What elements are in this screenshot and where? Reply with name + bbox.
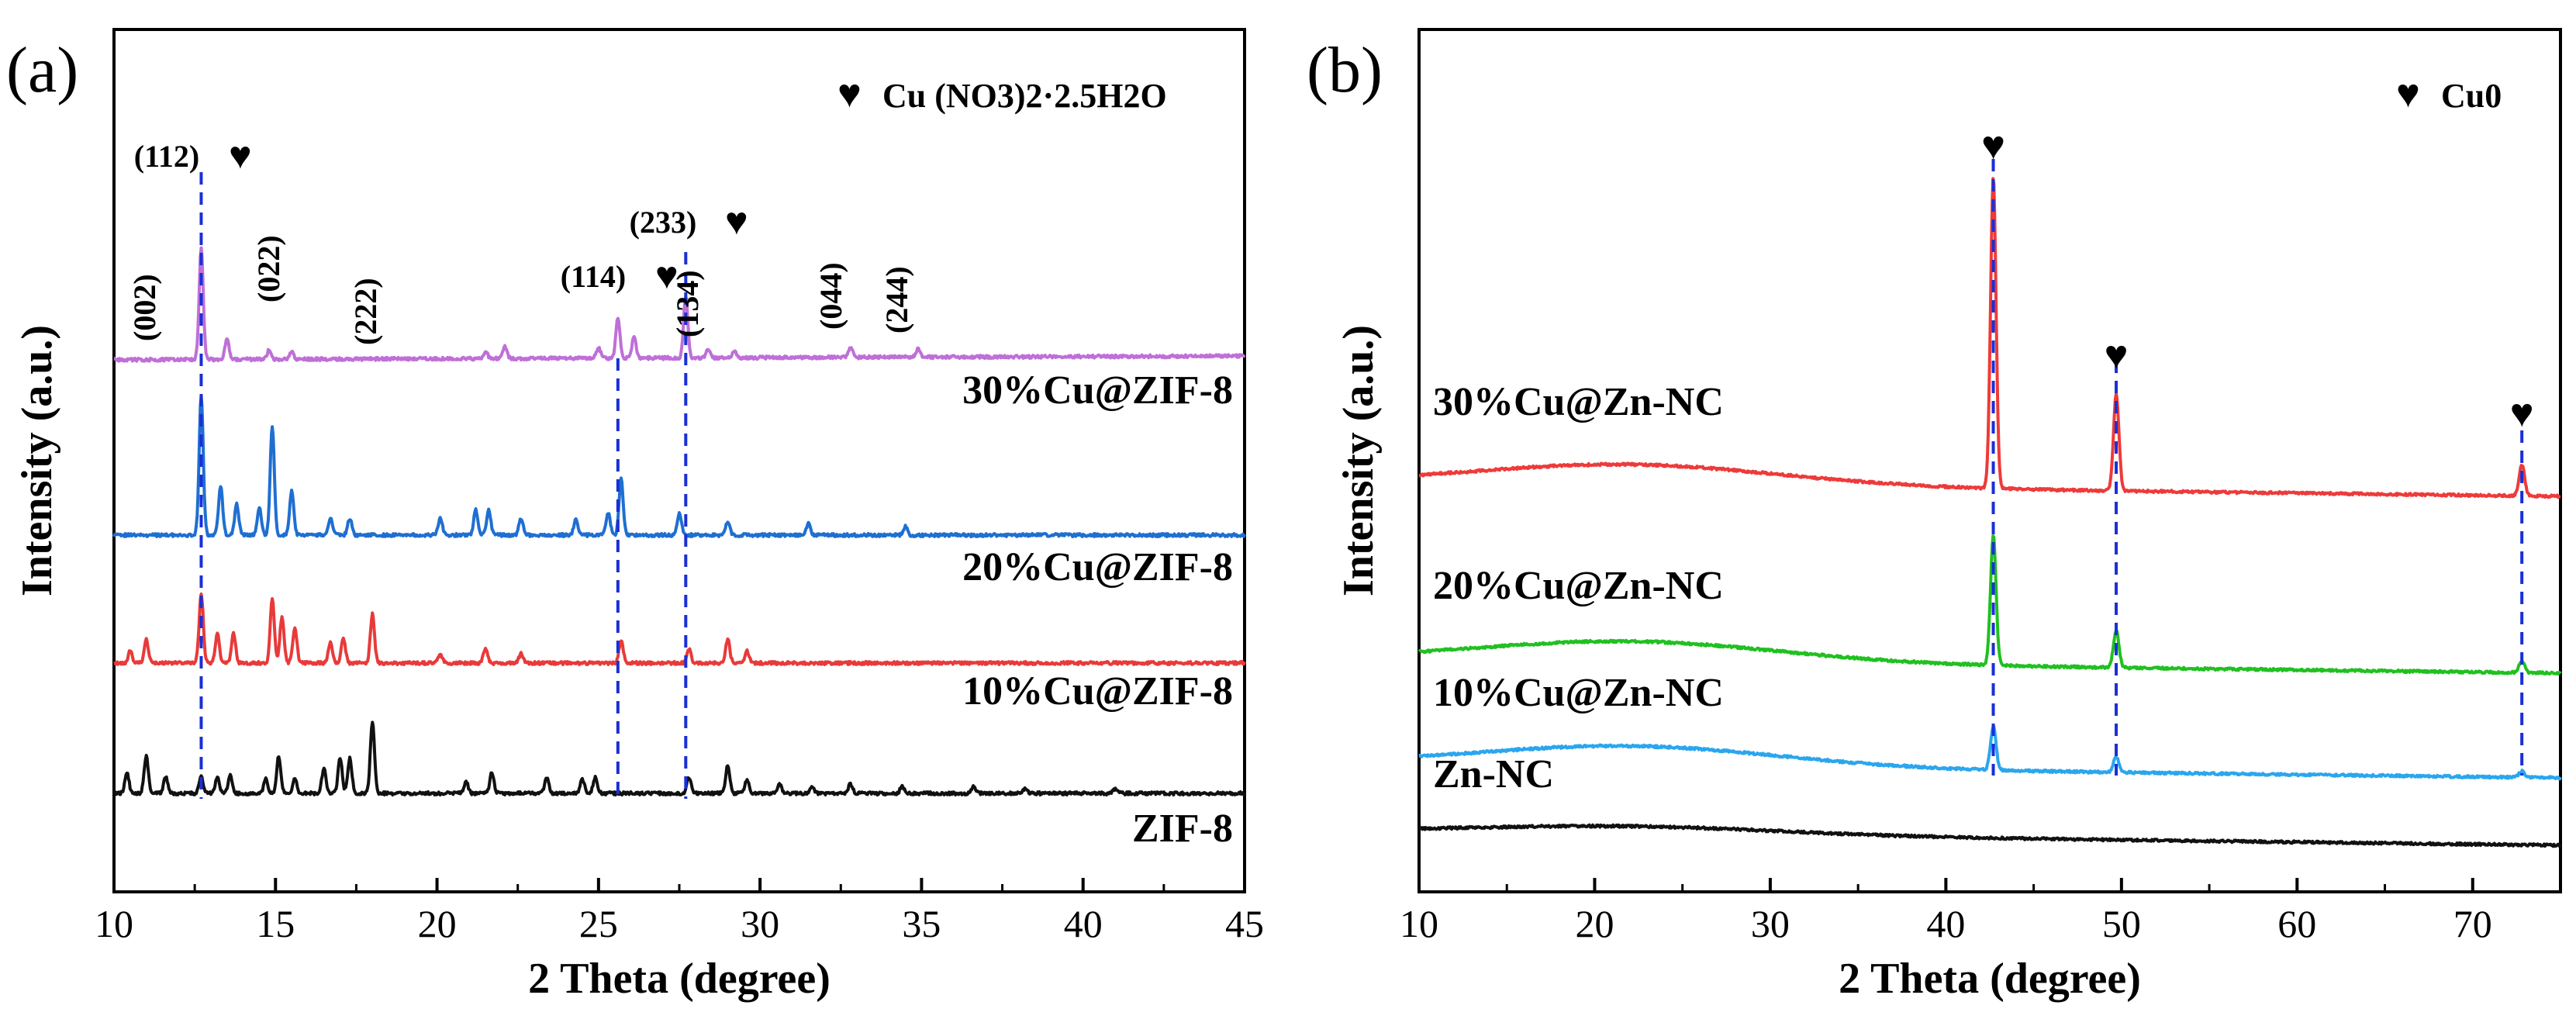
panel-label: (b)	[1307, 34, 1383, 106]
peak-label: (233)	[630, 205, 697, 240]
peak-label: (222)	[348, 278, 383, 345]
x-tick-label: 40	[1926, 902, 1965, 945]
y-axis-title: Intensity (a.u.)	[1335, 325, 1383, 596]
panel-b: 10 20 30 40 50 60 70 2 Theta (degree) Intensity …	[1307, 28, 2562, 1003]
x-axis-title: 2 Theta (degree)	[1839, 955, 2141, 1003]
x-tick-label: 10	[1400, 902, 1438, 945]
peak-label: (112)	[134, 139, 199, 174]
x-tick-label: 35	[902, 902, 941, 945]
peak-label: (002)	[127, 274, 162, 341]
x-tick-label: 60	[2277, 902, 2316, 945]
series-line-30-cu-zn-nc	[1418, 177, 2561, 499]
peak-label: (114)	[561, 259, 626, 294]
peak-label: (044)	[813, 262, 848, 330]
x-axis-title: 2 Theta (degree)	[528, 955, 830, 1003]
peak-label: (022)	[251, 235, 286, 302]
peak-heart-icon: ♥	[725, 199, 748, 243]
panel-a: 10 15 20 25 30 35 40 45 2 Theta (degree) Intensit…	[6, 28, 1264, 1003]
x-tick-label: 50	[2102, 902, 2141, 945]
legend-text: Cu0	[2441, 77, 2502, 115]
series-label: 20%Cu@ZIF-8	[962, 545, 1233, 589]
series-label: ZIF-8	[1132, 807, 1233, 851]
x-tick-label: 30	[1751, 902, 1790, 945]
legend-heart-icon: ♥	[837, 72, 862, 116]
series-label: 20%Cu@Zn-NC	[1433, 564, 1724, 608]
peak-heart-icon: ♥	[2105, 333, 2129, 378]
series-label: 10%Cu@ZIF-8	[962, 669, 1233, 713]
x-tick-label: 10	[95, 902, 133, 945]
series-line-zn-nc	[1417, 823, 2562, 848]
plot-frame	[112, 28, 1246, 893]
x-tick-label: 40	[1064, 902, 1103, 945]
x-tick-label: 20	[418, 902, 457, 945]
plot-frame	[1417, 28, 2562, 893]
series-line-10-cu-zn-nc	[1418, 724, 2562, 781]
x-tick-label: 30	[741, 902, 779, 945]
legend-text: Cu (NO3)2·2.5H2O	[882, 77, 1167, 115]
peak-label: (134)	[670, 270, 705, 337]
series-line-20-cu-zif-8	[112, 394, 1246, 538]
series-line-30-cu-zif-8	[113, 246, 1246, 363]
legend-heart-icon: ♥	[2396, 72, 2420, 116]
series-label: 30%Cu@ZIF-8	[962, 368, 1233, 413]
peak-heart-icon: ♥	[1981, 124, 2005, 168]
x-tick-label: 70	[2453, 902, 2492, 945]
series-label: 30%Cu@Zn-NC	[1433, 380, 1724, 424]
series-label: 10%Cu@Zn-NC	[1433, 671, 1724, 715]
peak-heart-icon: ♥	[229, 133, 252, 177]
peak-heart-icon: ♥	[655, 254, 679, 297]
series-line-zif-8	[112, 720, 1246, 796]
panel-label: (a)	[6, 34, 78, 106]
peak-label: (244)	[879, 266, 914, 333]
x-tick-label: 15	[256, 902, 295, 945]
x-tick-label: 25	[579, 902, 618, 945]
y-axis-title: Intensity (a.u.)	[13, 325, 61, 596]
series-label: Zn-NC	[1433, 752, 1554, 796]
series-line-20-cu-zn-nc	[1417, 534, 2562, 675]
series-line-10-cu-zif-8	[113, 593, 1246, 666]
x-tick-label: 45	[1225, 902, 1264, 945]
x-tick-label: 20	[1575, 902, 1614, 945]
peak-heart-icon: ♥	[2510, 392, 2534, 436]
